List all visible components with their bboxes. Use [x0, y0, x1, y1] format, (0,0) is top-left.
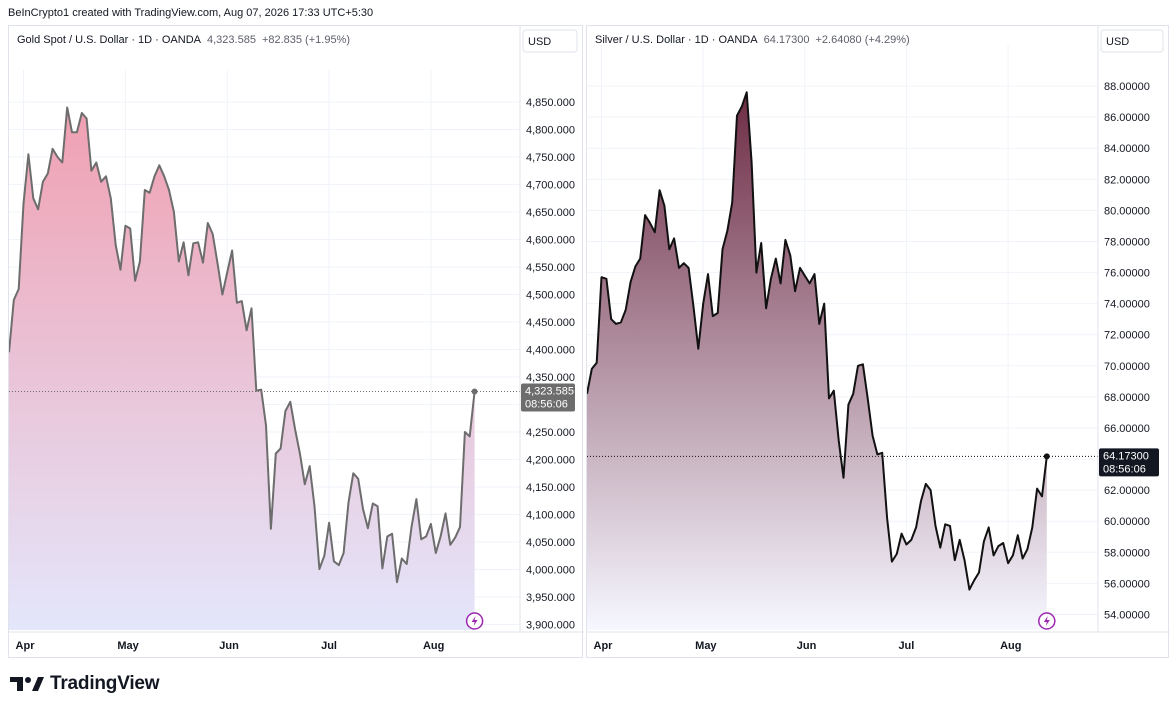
currency-button-bg — [1100, 29, 1164, 53]
price-line — [587, 91, 1048, 591]
chart-legend[interactable]: Silver / U.S. Dollar · 1D · OANDA 64.1730… — [595, 34, 910, 46]
x-tick-label: Apr — [594, 640, 614, 652]
y-tick-label: 4,500.000 — [526, 290, 575, 302]
silver-chart-svg[interactable]: 54.00000 56.00000 58.00000 60.00000 62.00000… — [587, 26, 1170, 659]
y-tick-label: 82.00000 — [1104, 174, 1150, 186]
lightning-icon[interactable] — [465, 612, 484, 630]
currency-label: USD — [1106, 36, 1129, 48]
price-area-fill — [587, 92, 1047, 631]
legend-price: 64.17300 — [764, 34, 810, 46]
tradingview-logo[interactable]: TradingView — [10, 673, 160, 695]
last-price-point — [1043, 453, 1050, 460]
y-tick-label: 86.00000 — [1104, 112, 1150, 124]
lightning-icon-bolt — [1043, 616, 1050, 626]
y-tick-label: 4,650.000 — [526, 207, 575, 219]
legend-price: 4,323.585 — [207, 34, 256, 46]
y-tick-label: 4,400.000 — [526, 345, 575, 357]
currency-button-bg — [522, 29, 578, 53]
gold-chart-panel[interactable]: 3,900.000 3,950.000 4,000.000 4,050.000 4,10… — [8, 25, 584, 659]
last-price-value: 64.17300 — [1103, 450, 1149, 462]
y-tick-label: 66.00000 — [1104, 423, 1150, 435]
lightning-icon[interactable] — [1038, 612, 1056, 630]
y-tick-label: 62.00000 — [1104, 485, 1150, 497]
y-tick-label: 3,950.000 — [526, 592, 575, 604]
attribution-text: BeInCrypto1 created with TradingView.com… — [8, 7, 374, 19]
lightning-icon-bolt — [471, 616, 478, 626]
y-tick-label: 4,800.000 — [526, 125, 575, 137]
y-tick-label: 4,550.000 — [526, 262, 575, 274]
y-tick-label: 74.00000 — [1104, 299, 1150, 311]
y-tick-label: 4,250.000 — [526, 427, 575, 439]
y-tick-label: 4,200.000 — [526, 455, 575, 467]
x-tick-label: Jul — [898, 640, 914, 652]
last-price-badge-bg — [1099, 448, 1159, 477]
x-tick-label: May — [117, 640, 139, 652]
last-price-badge-bg — [521, 383, 575, 412]
y-tick-label: 4,750.000 — [526, 152, 575, 164]
gold-chart-svg[interactable]: 3,900.000 3,950.000 4,000.000 4,050.000 4,10… — [9, 26, 584, 659]
tradingview-logo-icon — [10, 677, 44, 691]
x-tick-label: Jun — [797, 640, 817, 652]
y-tick-label: 4,600.000 — [526, 235, 575, 247]
y-tick-label: 4,000.000 — [526, 565, 575, 577]
y-tick-label: 4,150.000 — [526, 482, 575, 494]
y-tick-label: 70.00000 — [1104, 361, 1150, 373]
y-tick-label: 68.00000 — [1104, 392, 1150, 404]
y-tick-label: 4,850.000 — [526, 97, 575, 109]
x-tick-label: Aug — [1000, 640, 1021, 652]
price-line — [9, 106, 476, 584]
y-tick-label: 84.00000 — [1104, 143, 1150, 155]
y-tick-label: 72.00000 — [1104, 330, 1150, 342]
y-tick-label: 4,700.000 — [526, 180, 575, 192]
countdown-value: 08:56:06 — [525, 399, 568, 411]
y-tick-label: 4,350.000 — [526, 372, 575, 384]
y-tick-label: 88.00000 — [1104, 81, 1150, 93]
x-tick-label: Apr — [16, 640, 36, 652]
x-tick-label: May — [695, 640, 717, 652]
y-tick-label: 58.00000 — [1104, 547, 1150, 559]
x-tick-label: Aug — [423, 640, 444, 652]
currency-label: USD — [528, 36, 551, 48]
y-tick-label: 4,050.000 — [526, 537, 575, 549]
currency-button[interactable]: USD — [522, 29, 578, 53]
y-tick-label: 4,100.000 — [526, 510, 575, 522]
last-price-value: 4,323.585 — [525, 386, 574, 398]
chart-legend[interactable]: Gold Spot / U.S. Dollar · 1D · OANDA 4,32… — [17, 34, 350, 46]
y-tick-label: 78.00000 — [1104, 236, 1150, 248]
y-tick-label: 3,900.000 — [526, 620, 575, 632]
x-tick-label: Jun — [219, 640, 239, 652]
y-tick-label: 56.00000 — [1104, 578, 1150, 590]
x-tick-label: Jul — [321, 640, 337, 652]
y-tick-label: 80.00000 — [1104, 205, 1150, 217]
y-tick-label: 4,450.000 — [526, 317, 575, 329]
last-price-point — [471, 388, 478, 395]
price-area-fill — [9, 107, 475, 630]
y-tick-label: 54.00000 — [1104, 609, 1150, 621]
y-tick-label: 60.00000 — [1104, 516, 1150, 528]
legend-change: +2.64080 (+4.29%) — [815, 34, 909, 46]
tradingview-logo-text: TradingView — [50, 673, 160, 694]
countdown-value: 08:56:06 — [1103, 463, 1146, 475]
legend-change: +82.835 (+1.95%) — [262, 34, 350, 46]
currency-button[interactable]: USD — [1100, 29, 1164, 53]
silver-chart-panel[interactable]: 54.00000 56.00000 58.00000 60.00000 62.00000… — [586, 25, 1170, 659]
y-tick-label: 76.00000 — [1104, 268, 1150, 280]
legend-symbol: Silver / U.S. Dollar · 1D · OANDA — [595, 34, 758, 46]
legend-symbol: Gold Spot / U.S. Dollar · 1D · OANDA — [17, 34, 202, 46]
